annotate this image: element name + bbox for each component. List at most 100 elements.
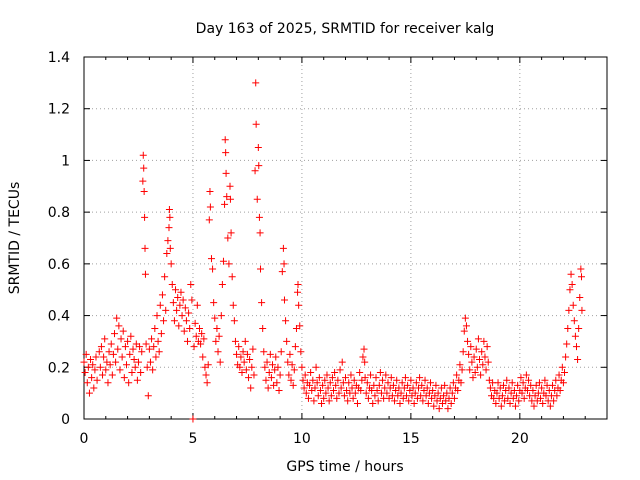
data-point [216, 358, 224, 366]
data-point [300, 384, 308, 392]
data-point [432, 381, 440, 389]
data-point [515, 397, 523, 405]
data-point [430, 402, 438, 410]
data-point [187, 281, 195, 289]
data-point [256, 229, 264, 237]
data-point [307, 368, 315, 376]
data-point [539, 399, 547, 407]
data-point [153, 312, 161, 320]
data-point [160, 317, 168, 325]
data-point [550, 397, 558, 405]
data-point [252, 79, 260, 87]
data-point [117, 335, 125, 343]
data-point [89, 361, 97, 369]
data-point [131, 363, 139, 371]
data-point [373, 387, 381, 395]
data-point [276, 371, 284, 379]
data-point [128, 368, 136, 376]
x-axis-label: GPS time / hours [286, 459, 403, 475]
data-point [351, 389, 359, 397]
x-tick-label: 5 [188, 431, 197, 447]
data-point [321, 376, 329, 384]
data-point [252, 120, 260, 128]
data-point [218, 281, 226, 289]
data-point [87, 356, 95, 364]
data-point [572, 343, 580, 351]
data-point [285, 371, 293, 379]
data-point [371, 392, 379, 400]
data-point [404, 381, 412, 389]
data-point [556, 387, 564, 395]
data-point [444, 405, 452, 413]
data-point [468, 358, 476, 366]
data-point [494, 379, 502, 387]
data-point [231, 337, 239, 345]
data-point [537, 394, 545, 402]
data-point [185, 309, 193, 317]
data-point [302, 389, 310, 397]
axis-ticks: 0 5 10 15 20 0 0.2 0.4 0.6 0.8 1 1.2 1.4 [48, 50, 607, 447]
data-point [139, 151, 147, 159]
data-point [134, 358, 142, 366]
data-point [567, 270, 575, 278]
data-point [174, 293, 182, 301]
data-point [419, 397, 427, 405]
data-point [230, 317, 238, 325]
data-point [294, 281, 302, 289]
data-point [506, 399, 514, 407]
data-point [569, 301, 577, 309]
grid [84, 57, 607, 419]
data-point [520, 394, 528, 402]
data-point [260, 348, 268, 356]
data-point [170, 317, 178, 325]
data-point [99, 371, 107, 379]
data-point [424, 399, 432, 407]
data-point [80, 358, 88, 366]
data-point [149, 366, 157, 374]
data-point [553, 392, 561, 400]
data-point [255, 162, 263, 170]
data-point [166, 213, 174, 221]
data-point [286, 350, 294, 358]
data-point [136, 343, 144, 351]
data-point [492, 399, 500, 407]
data-point [393, 376, 401, 384]
data-point [407, 376, 415, 384]
data-point [221, 136, 229, 144]
data-point [210, 299, 218, 307]
data-point [226, 195, 234, 203]
data-point [211, 314, 219, 322]
data-point [458, 366, 466, 374]
data-point [202, 371, 210, 379]
data-point [241, 337, 249, 345]
data-point [372, 374, 380, 382]
data-point [318, 399, 326, 407]
data-point [453, 371, 461, 379]
data-point [150, 343, 158, 351]
y-tick-label: 0 [61, 412, 70, 428]
data-point [82, 350, 90, 358]
data-point [559, 379, 567, 387]
data-point [140, 164, 148, 172]
data-point [93, 376, 101, 384]
data-point [181, 304, 189, 312]
data-point [508, 379, 516, 387]
data-point [212, 337, 220, 345]
data-point [193, 301, 201, 309]
data-point [473, 363, 481, 371]
data-point [450, 394, 458, 402]
data-point [571, 332, 579, 340]
data-point [435, 405, 443, 413]
data-point [578, 306, 586, 314]
data-point [412, 379, 420, 387]
data-point [165, 224, 173, 232]
data-point [282, 317, 290, 325]
data-point [195, 325, 203, 332]
data-point [130, 356, 138, 364]
data-point [518, 389, 526, 397]
data-point [257, 265, 265, 273]
data-point [325, 397, 333, 405]
data-point [529, 387, 537, 395]
data-point [168, 281, 176, 289]
x-tick-label: 20 [511, 431, 529, 447]
